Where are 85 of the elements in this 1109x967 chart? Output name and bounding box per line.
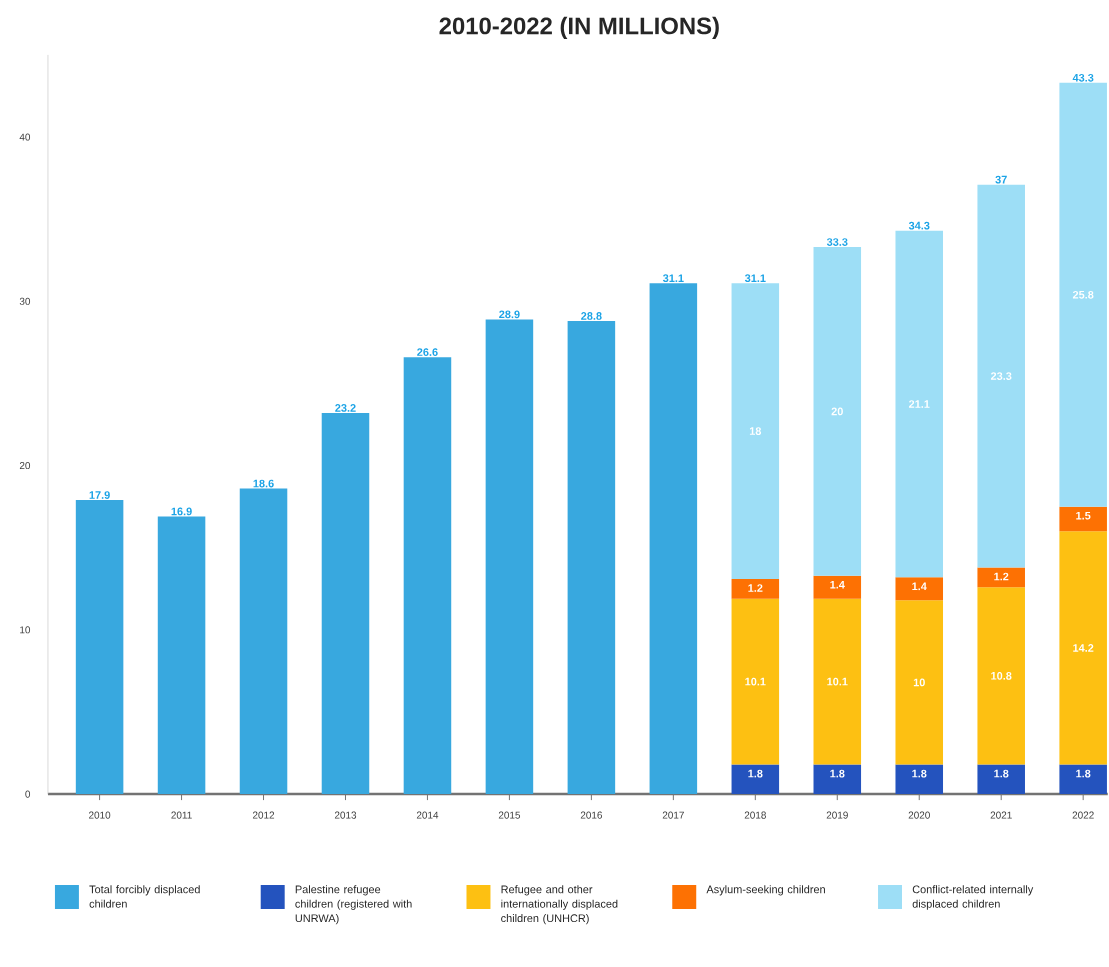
bar — [813, 575, 862, 599]
bar — [895, 764, 944, 795]
data-label: 31.1 — [662, 274, 684, 283]
data-label: 18 — [749, 427, 762, 435]
data-label: 1.8 — [912, 769, 927, 778]
bar — [731, 764, 780, 795]
bar — [813, 247, 862, 576]
data-label: 1.5 — [1076, 511, 1091, 520]
data-label: 1.8 — [994, 769, 1009, 778]
data-label: 21.1 — [908, 400, 930, 408]
data-label: 14.2 — [1073, 644, 1094, 652]
data-label: 10.1 — [745, 677, 766, 686]
y-tick-label: 10 — [20, 626, 31, 634]
bar — [1059, 531, 1107, 765]
x-tick-label: 2020 — [908, 811, 930, 819]
total-label: 43.3 — [1072, 73, 1094, 82]
bar — [895, 230, 944, 578]
total-label: 34.3 — [908, 221, 930, 230]
bar — [1059, 506, 1107, 532]
data-label: 1.4 — [912, 582, 927, 591]
x-tick-label: 2015 — [498, 811, 521, 819]
bar — [75, 500, 124, 795]
bar — [1059, 764, 1107, 795]
bar — [731, 578, 780, 599]
data-label: 28.9 — [499, 310, 520, 319]
data-label: 25.8 — [1072, 290, 1094, 299]
data-label: 23.3 — [990, 372, 1012, 380]
bar — [977, 567, 1025, 588]
bar — [813, 598, 862, 765]
x-tick-label: 2011 — [171, 811, 192, 819]
total-label: 31.1 — [744, 274, 766, 283]
bar — [239, 488, 288, 795]
bar — [977, 764, 1025, 795]
y-tick-label: 20 — [19, 462, 31, 470]
legend-label: Palestine refugee children (registered with UNRWA) — [295, 885, 412, 925]
x-tick-label: 2012 — [252, 811, 275, 819]
bar — [813, 764, 862, 795]
x-tick-label: 2021 — [990, 811, 1012, 819]
data-label: 10.8 — [991, 672, 1012, 680]
data-label: 1.2 — [994, 572, 1009, 581]
data-label: 10 — [913, 678, 925, 687]
legend-label: Refugee and other internationally displaced children (UNHCR) — [501, 885, 618, 925]
bar — [977, 587, 1025, 765]
bar — [895, 600, 944, 765]
bar — [321, 413, 370, 795]
legend-label: Asylum-seeking children — [706, 885, 825, 896]
x-tick-label: 2014 — [416, 811, 439, 819]
data-label: 1.4 — [830, 580, 845, 589]
x-tick-label: 2016 — [580, 811, 603, 819]
x-tick-label: 2013 — [334, 811, 357, 819]
total-label: 37 — [995, 175, 1007, 184]
x-tick-label: 2017 — [662, 811, 684, 819]
legend-label: Conflict-related internally displaced children — [912, 885, 1034, 910]
data-label: 1.8 — [830, 769, 845, 778]
bar — [731, 598, 780, 765]
bar — [1059, 82, 1107, 507]
data-label: 1.8 — [1076, 769, 1091, 778]
legend-label: Total forcibly displaced children — [89, 885, 200, 908]
bar — [403, 357, 452, 795]
bar — [895, 577, 944, 601]
y-tick-label: 40 — [19, 133, 31, 141]
data-label: 1.2 — [748, 584, 763, 592]
y-tick-label: 30 — [19, 297, 31, 305]
x-tick-label: 2019 — [826, 811, 848, 819]
data-label: 17.9 — [89, 491, 110, 499]
bar — [157, 516, 206, 795]
data-label: 26.6 — [417, 348, 438, 357]
x-tick-label: 2010 — [89, 811, 111, 819]
bar — [649, 283, 698, 795]
data-label: 20 — [831, 407, 843, 416]
data-label: 23.2 — [335, 404, 356, 412]
data-label: 18.6 — [253, 479, 274, 488]
bar — [977, 184, 1025, 568]
data-label: 1.8 — [748, 769, 763, 778]
bar — [485, 319, 534, 795]
bar — [567, 321, 616, 795]
chart-title: 2010-2022 (IN MILLIONS) — [439, 16, 719, 40]
bar — [731, 283, 780, 579]
x-tick-label: 2018 — [744, 811, 766, 819]
data-label: 28.8 — [581, 312, 602, 320]
x-tick-label: 2022 — [1072, 811, 1094, 819]
y-tick-label: 0 — [25, 790, 31, 798]
total-label: 33.3 — [826, 238, 848, 246]
data-label: 16.9 — [171, 507, 192, 516]
data-label: 10.1 — [827, 677, 848, 686]
